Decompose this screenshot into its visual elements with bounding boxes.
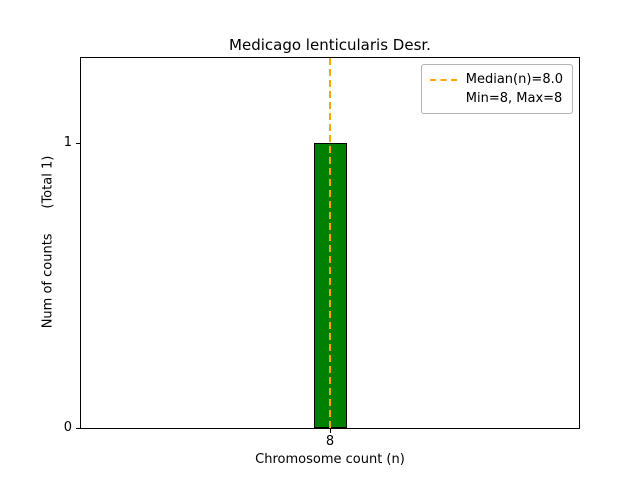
legend-label-median: Median(n)=8.0: [465, 72, 563, 87]
x-tick-label: 8: [325, 434, 335, 449]
x-axis-label: Chromosome count (n): [255, 452, 405, 467]
legend: Median(n)=8.0 Min=8, Max=8: [420, 64, 573, 114]
x-tick-mark: [330, 429, 331, 433]
legend-entry-minmax: Min=8, Max=8: [430, 89, 563, 108]
y-tick-label: 0: [63, 420, 72, 435]
legend-label-minmax: Min=8, Max=8: [465, 91, 563, 106]
median-dashed-line-sample: [429, 78, 457, 81]
plot-area: Median(n)=8.0 Min=8, Max=8: [80, 57, 580, 429]
median-line: [329, 58, 331, 428]
y-tick-label: 1: [63, 135, 72, 151]
empty-legend-sample: [430, 98, 457, 100]
chart-title: Medicago lenticularis Desr.: [229, 36, 431, 54]
legend-entry-median: Median(n)=8.0: [429, 70, 563, 89]
y-axis-label: Num of counts (Total 1): [40, 155, 56, 329]
y-tick-mark: [76, 428, 80, 429]
y-tick-mark: [76, 143, 80, 145]
